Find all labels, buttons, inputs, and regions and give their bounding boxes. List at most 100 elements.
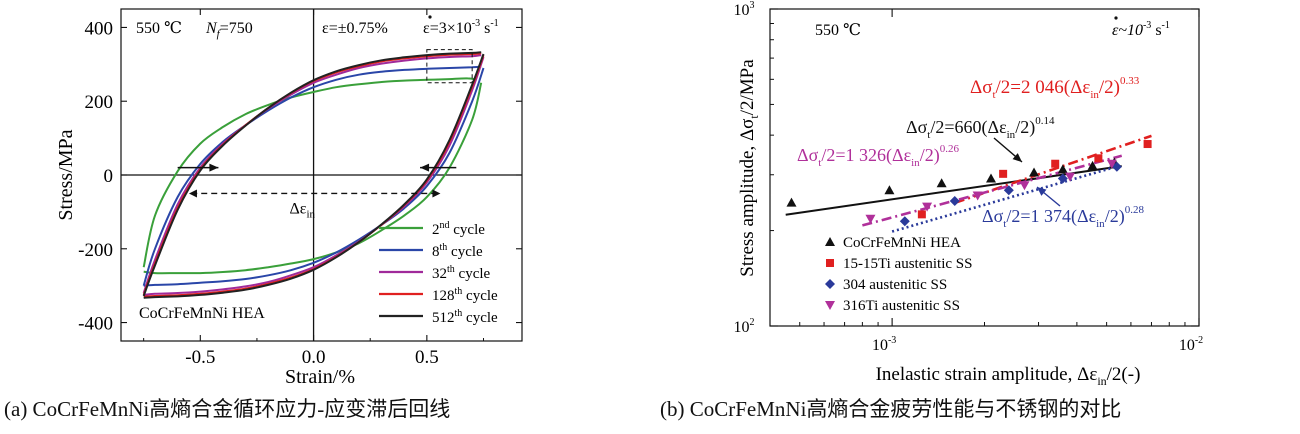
panel-b-legend: CoCrFeMnNi HEA 15-15Ti austenitic SS 304 a… [825,235,972,314]
panel-b-temperature: 550 ℃ [815,22,861,39]
panel-a-y-axis-label: Stress/MPa [55,129,77,220]
y-tick-label: 400 [85,18,114,39]
panel-b-x-axis-label: Inelastic strain amplitude, Δεin/2(-) [876,364,1141,388]
y-tick-label: 200 [85,92,114,113]
data-point [1087,160,1098,170]
panel-b-ticks: 10-3 10-2 102 103 [734,0,1204,354]
panel-a-material-label: CoCrFeMnNi HEA [139,305,265,322]
data-point [899,216,910,227]
data-point [865,214,876,224]
loop-lower-512th-cycle [143,53,485,299]
data-point [936,178,947,188]
panel-a: -0.5 0.0 0.5 400 200 0 -200 -400 Δεin 550 ℃ Nf=… [55,8,523,388]
caption-a: (a) CoCrFeMnNi高熵合金循环应力-应变滞后回线 [4,397,451,421]
panel-a-loops [142,51,485,299]
delta-eps-label: Δεin [289,200,315,220]
loop-lower-32th-cycle [143,56,485,296]
x-tick-label: 10-3 [872,335,896,354]
panel-b-frame [769,8,1200,327]
y-tick-label: 102 [734,317,755,336]
fit-line-316Ti-austenitic-SS [862,154,1123,227]
arrow-left-icon [188,189,197,198]
peak-stress-box [426,49,473,84]
data-point [1106,159,1117,169]
panel-a-legend: 2nd cycle 8th cycle 32th cycle 128th cycle 5… [379,220,498,326]
data-point [1065,172,1076,182]
panel-a-strain-amplitude: ε=±0.75% [322,20,388,37]
caption-b: (b) CoCrFeMnNi高熵合金疲劳性能与不锈钢的对比 [660,397,1122,421]
legend-label: 128th cycle [432,286,498,304]
data-point [1003,185,1014,196]
legend-marker [826,259,834,267]
panel-b-y-axis-label: Stress amplitude, Δσt/2/MPa [737,59,761,277]
legend-label: CoCrFeMnNi HEA [843,235,961,251]
fit-equation: Δσt/2=660(Δεin/2)0.14 [906,115,1055,141]
panel-b-points [786,140,1152,227]
panel-a-zero-axes [121,9,522,341]
legend-label: 512th cycle [432,308,498,326]
loop-lower-8th-cycle [143,67,485,287]
data-point [1094,154,1103,163]
x-tick-label: 0.5 [415,347,439,368]
data-point [1057,164,1068,174]
data-point [999,169,1008,178]
x-tick-label: -0.5 [185,347,215,368]
legend-label: 15-15Ti austenitic SS [843,256,972,272]
legend-marker [825,237,835,246]
panel-a-temperature: 550 ℃ [136,20,182,37]
legend-label: 316Ti austenitic SS [843,298,960,314]
data-point [1029,167,1040,177]
fit-line-CoCrFeMnNi-HEA [785,165,1122,216]
data-point [786,197,797,207]
fit-equation: Δσt/2=2 046(Δεin/2)0.33 [970,75,1140,101]
legend-marker [825,279,835,289]
panel-b-equations: Δσt/2=660(Δεin/2)0.14 Δσt/2=2 046(Δεin/2)… [797,75,1144,230]
legend-label: 304 austenitic SS [843,277,947,293]
fit-equation: Δσt/2=1 374(Δεin/2)0.28 [982,204,1144,230]
legend-label: 2nd cycle [432,220,485,238]
data-point [1111,161,1122,172]
arrow-left-icon [420,163,430,172]
data-point [1051,159,1060,168]
x-tick-label: 10-2 [1179,335,1203,354]
arrow-right-icon [209,163,219,172]
rate-dot-icon [428,15,432,19]
data-point [949,195,960,206]
data-point [1057,173,1068,184]
panel-b-strain-rate: ε~10-3 s-1 [1112,20,1170,39]
arrowhead-icon [1012,153,1022,162]
panel-a-x-axis-label: Strain/% [285,366,355,388]
legend-label: 32th cycle [432,264,491,282]
panel-b-fit-lines [785,134,1152,233]
panel-a-strain-rate: ε=3×10-3 s-1 [423,18,499,37]
y-tick-label: 103 [734,0,755,19]
arrowhead-icon [1037,187,1047,196]
loop-upper-32th-cycle [142,54,482,294]
data-point [917,210,926,219]
panel-a-nf-symbol: Nf=750 [205,20,253,40]
loop-upper-512th-cycle [142,51,482,297]
rate-dot-icon [1114,16,1118,20]
loop-lower-2nd-cycle [143,82,483,275]
data-point [922,202,933,212]
fit-equation: Δσt/2=1 326(Δεin/2)0.26 [797,143,959,169]
y-tick-label: -400 [78,314,113,335]
data-point [986,173,997,183]
y-tick-label: -200 [78,240,113,261]
legend-marker [825,301,835,310]
y-tick-label: 0 [104,166,114,187]
arrow-right-icon [432,189,441,198]
loop-upper-8th-cycle [142,65,482,286]
x-tick-label: 0.0 [302,347,326,368]
data-point [1143,140,1152,149]
data-point [1019,181,1030,191]
data-point [972,191,983,201]
panel-a-ticks: -0.5 0.0 0.5 400 200 0 -200 -400 [78,9,522,368]
panel-a-annotations: Δεin [177,49,473,220]
loop-upper-2nd-cycle [142,77,477,268]
data-point [884,185,895,195]
legend-label: 8th cycle [432,242,483,260]
